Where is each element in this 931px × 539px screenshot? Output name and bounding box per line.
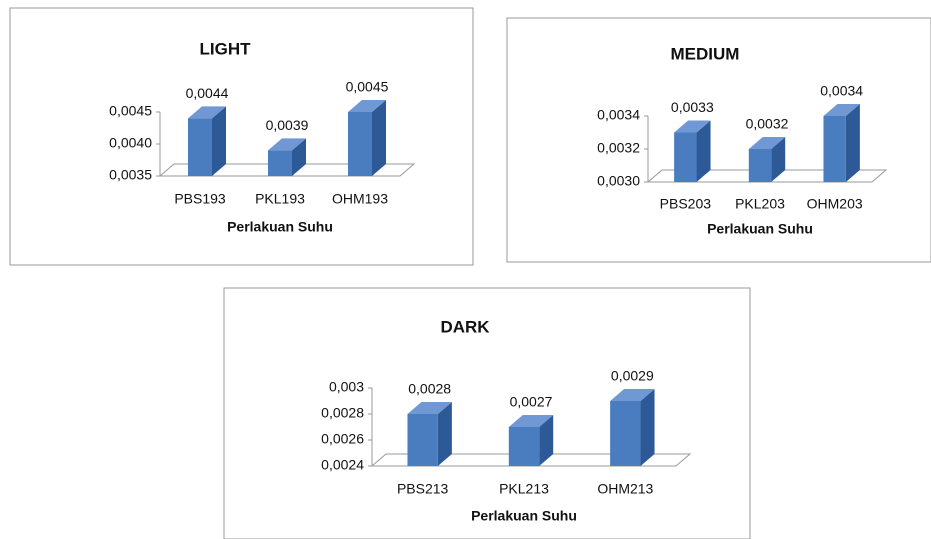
x-tick-label: PBS213 xyxy=(397,481,449,497)
value-label: 0,0027 xyxy=(510,394,553,410)
bar-top xyxy=(748,137,786,149)
bar-top xyxy=(348,100,386,112)
x-tick-label: PBS193 xyxy=(174,191,226,207)
y-tick-label: 0,0035 xyxy=(109,167,152,183)
bar-side xyxy=(845,104,860,182)
bar xyxy=(348,112,372,176)
value-label: 0,0033 xyxy=(671,99,714,115)
bar-side xyxy=(539,415,554,466)
bar xyxy=(748,149,772,182)
x-tick-label: OHM213 xyxy=(597,481,653,497)
bar-side xyxy=(292,138,306,176)
y-tick-label: 0,0034 xyxy=(597,107,640,123)
panel-frame xyxy=(9,7,474,266)
value-label: 0,0034 xyxy=(820,83,863,99)
x-axis-label: Perlakuan Suhu xyxy=(707,221,813,237)
x-axis-label: Perlakuan Suhu xyxy=(227,219,333,235)
value-label: 0,0039 xyxy=(266,117,309,133)
bar-side xyxy=(640,389,655,466)
bar xyxy=(268,150,292,176)
bar-top xyxy=(407,402,452,414)
x-axis-label: Perlakuan Suhu xyxy=(471,508,577,524)
chart-title: DARK xyxy=(440,317,490,336)
bar xyxy=(610,401,641,466)
x-tick-label: OHM203 xyxy=(807,196,863,212)
bar xyxy=(188,118,212,176)
bar-side xyxy=(372,100,386,176)
bar-side xyxy=(212,106,226,176)
value-label: 0,0028 xyxy=(408,381,451,397)
bar-top xyxy=(674,120,711,133)
x-tick-label: PKL193 xyxy=(255,191,305,207)
bar-side xyxy=(696,120,711,182)
bar xyxy=(823,116,846,182)
floor xyxy=(370,453,692,467)
x-tick-label: PKL203 xyxy=(735,196,785,212)
value-label: 0,0032 xyxy=(746,116,789,132)
y-tick-label: 0,0028 xyxy=(321,405,364,421)
y-tick-label: 0,0024 xyxy=(321,457,364,473)
x-tick-label: PBS203 xyxy=(660,196,712,212)
bar xyxy=(407,414,438,466)
bar-top xyxy=(508,415,554,427)
bar-top xyxy=(268,138,306,151)
bar-top xyxy=(610,389,655,401)
bar xyxy=(674,132,697,182)
x-tick-label: OHM193 xyxy=(332,191,388,207)
panel-frame xyxy=(506,17,931,263)
x-tick-label: PKL213 xyxy=(499,481,549,497)
y-tick-label: 0,0030 xyxy=(597,173,640,189)
y-tick-label: 0,0040 xyxy=(109,135,152,151)
y-tick-label: 0,0045 xyxy=(109,103,152,119)
bar-side xyxy=(771,137,786,182)
chart-title: MEDIUM xyxy=(671,44,740,63)
value-label: 0,0045 xyxy=(346,79,389,95)
bar xyxy=(508,427,540,466)
bar-top xyxy=(823,104,860,116)
floor xyxy=(646,169,888,183)
chart-title: LIGHT xyxy=(200,39,252,58)
bar-top xyxy=(188,106,226,119)
floor xyxy=(158,163,416,177)
value-label: 0,0029 xyxy=(611,368,654,384)
y-tick-label: 0,003 xyxy=(329,379,364,395)
y-tick-label: 0,0032 xyxy=(597,140,640,156)
panel-frame xyxy=(223,287,751,539)
y-tick-label: 0,0026 xyxy=(321,431,364,447)
value-label: 0,0044 xyxy=(186,85,229,101)
bar-side xyxy=(437,402,452,466)
